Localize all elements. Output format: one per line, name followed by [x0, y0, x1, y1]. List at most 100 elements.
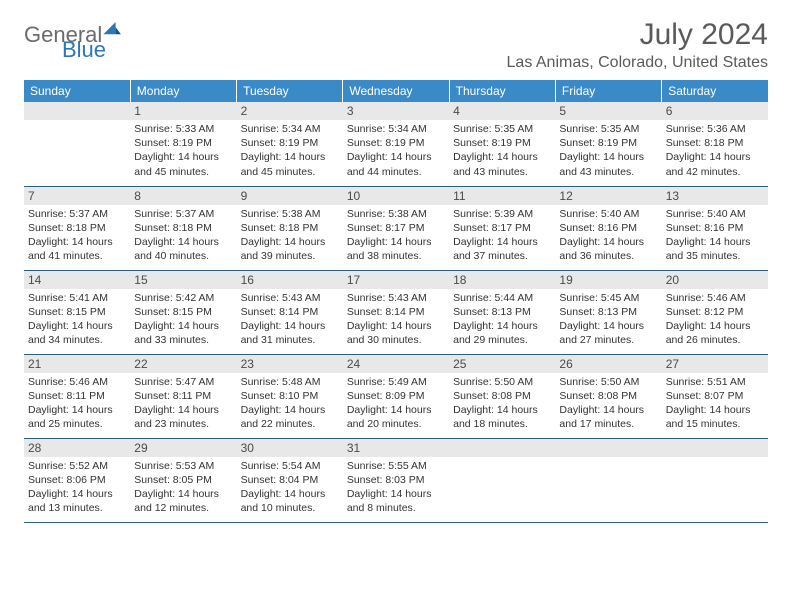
day-details: Sunrise: 5:46 AMSunset: 8:12 PMDaylight:… [666, 291, 764, 348]
weekday-header: Saturday [662, 80, 768, 102]
day-number-empty [24, 102, 130, 120]
calendar-day-cell: 17Sunrise: 5:43 AMSunset: 8:14 PMDayligh… [343, 270, 449, 354]
day-details: Sunrise: 5:38 AMSunset: 8:18 PMDaylight:… [241, 207, 339, 264]
day-number: 5 [555, 102, 661, 120]
calendar-day-cell: 4 Sunrise: 5:35 AMSunset: 8:19 PMDaylight… [449, 102, 555, 186]
calendar-day-cell: 7Sunrise: 5:37 AMSunset: 8:18 PMDaylight… [24, 186, 130, 270]
calendar-day-cell: 10 Sunrise: 5:38 AMSunset: 8:17 PMDayligh… [343, 186, 449, 270]
calendar-day-cell: 25 Sunrise: 5:50 AMSunset: 8:08 PMDayligh… [449, 354, 555, 438]
day-details: Sunrise: 5:47 AMSunset: 8:11 PMDaylight:… [134, 375, 232, 432]
day-number: 23 [237, 355, 343, 373]
day-details: Sunrise: 5:44 AMSunset: 8:13 PMDaylight:… [453, 291, 551, 348]
weekday-header: Sunday [24, 80, 130, 102]
day-number: 7 [24, 187, 130, 205]
brand-text-blue: Blue [62, 40, 123, 61]
day-number: 22 [130, 355, 236, 373]
day-number: 6 [662, 102, 768, 120]
day-details: Sunrise: 5:42 AMSunset: 8:15 PMDaylight:… [134, 291, 232, 348]
calendar-day-cell: 11Sunrise: 5:39 AMSunset: 8:17 PMDayligh… [449, 186, 555, 270]
day-number: 25 [449, 355, 555, 373]
day-details: Sunrise: 5:41 AMSunset: 8:15 PMDaylight:… [28, 291, 126, 348]
day-details: Sunrise: 5:48 AMSunset: 8:10 PMDaylight:… [241, 375, 339, 432]
calendar-day-cell [555, 438, 661, 522]
calendar-day-cell: 29 Sunrise: 5:53 AMSunset: 8:05 PMDayligh… [130, 438, 236, 522]
day-number: 3 [343, 102, 449, 120]
day-number: 13 [662, 187, 768, 205]
day-number: 16 [237, 271, 343, 289]
calendar-day-cell: 20Sunrise: 5:46 AMSunset: 8:12 PMDayligh… [662, 270, 768, 354]
day-number-empty [449, 439, 555, 457]
day-number: 28 [24, 439, 130, 457]
location-text: Las Animas, Colorado, United States [507, 54, 768, 72]
day-details: Sunrise: 5:49 AMSunset: 8:09 PMDaylight:… [347, 375, 445, 432]
day-number: 21 [24, 355, 130, 373]
calendar-day-cell: 5 Sunrise: 5:35 AMSunset: 8:19 PMDaylight… [555, 102, 661, 186]
day-details: Sunrise: 5:46 AMSunset: 8:11 PMDaylight:… [28, 375, 126, 432]
calendar-day-cell: 22 Sunrise: 5:47 AMSunset: 8:11 PMDayligh… [130, 354, 236, 438]
day-number: 26 [555, 355, 661, 373]
calendar-day-cell [24, 102, 130, 186]
weekday-header: Tuesday [237, 80, 343, 102]
day-details: Sunrise: 5:43 AMSunset: 8:14 PMDaylight:… [241, 291, 339, 348]
calendar-week-row: 7Sunrise: 5:37 AMSunset: 8:18 PMDaylight… [24, 186, 768, 270]
day-details: Sunrise: 5:35 AMSunset: 8:19 PMDaylight:… [453, 122, 551, 179]
weekday-header: Wednesday [343, 80, 449, 102]
day-number-empty [555, 439, 661, 457]
day-number-empty [662, 439, 768, 457]
day-number: 4 [449, 102, 555, 120]
calendar-day-cell: 16 Sunrise: 5:43 AMSunset: 8:14 PMDayligh… [237, 270, 343, 354]
calendar-day-cell: 19Sunrise: 5:45 AMSunset: 8:13 PMDayligh… [555, 270, 661, 354]
day-details: Sunrise: 5:36 AMSunset: 8:18 PMDaylight:… [666, 122, 764, 179]
day-number: 9 [237, 187, 343, 205]
day-details: Sunrise: 5:51 AMSunset: 8:07 PMDaylight:… [666, 375, 764, 432]
day-details: Sunrise: 5:35 AMSunset: 8:19 PMDaylight:… [559, 122, 657, 179]
day-number: 29 [130, 439, 236, 457]
day-details: Sunrise: 5:53 AMSunset: 8:05 PMDaylight:… [134, 459, 232, 516]
calendar-day-cell: 6 Sunrise: 5:36 AMSunset: 8:18 PMDaylight… [662, 102, 768, 186]
calendar-day-cell: 21 Sunrise: 5:46 AMSunset: 8:11 PMDayligh… [24, 354, 130, 438]
day-details: Sunrise: 5:34 AMSunset: 8:19 PMDaylight:… [241, 122, 339, 179]
day-number: 15 [130, 271, 236, 289]
weekday-header: Friday [555, 80, 661, 102]
calendar-table: SundayMondayTuesdayWednesdayThursdayFrid… [24, 80, 768, 523]
calendar-week-row: 28 Sunrise: 5:52 AMSunset: 8:06 PMDayligh… [24, 438, 768, 522]
day-number: 11 [449, 187, 555, 205]
day-details: Sunrise: 5:40 AMSunset: 8:16 PMDaylight:… [559, 207, 657, 264]
weekday-header: Monday [130, 80, 236, 102]
day-details: Sunrise: 5:54 AMSunset: 8:04 PMDaylight:… [241, 459, 339, 516]
day-number: 2 [237, 102, 343, 120]
calendar-day-cell: 8 Sunrise: 5:37 AMSunset: 8:18 PMDaylight… [130, 186, 236, 270]
calendar-week-row: 21 Sunrise: 5:46 AMSunset: 8:11 PMDayligh… [24, 354, 768, 438]
calendar-day-cell: 3Sunrise: 5:34 AMSunset: 8:19 PMDaylight… [343, 102, 449, 186]
day-details: Sunrise: 5:37 AMSunset: 8:18 PMDaylight:… [134, 207, 232, 264]
day-details: Sunrise: 5:38 AMSunset: 8:17 PMDaylight:… [347, 207, 445, 264]
brand-logo: GeneralBlue [24, 22, 123, 61]
calendar-day-cell: 12Sunrise: 5:40 AMSunset: 8:16 PMDayligh… [555, 186, 661, 270]
calendar-week-row: 1 Sunrise: 5:33 AMSunset: 8:19 PMDaylight… [24, 102, 768, 186]
calendar-day-cell: 30Sunrise: 5:54 AMSunset: 8:04 PMDayligh… [237, 438, 343, 522]
day-number: 27 [662, 355, 768, 373]
day-number: 18 [449, 271, 555, 289]
calendar-day-cell: 15 Sunrise: 5:42 AMSunset: 8:15 PMDayligh… [130, 270, 236, 354]
day-number: 24 [343, 355, 449, 373]
day-number: 19 [555, 271, 661, 289]
calendar-day-cell: 27 Sunrise: 5:51 AMSunset: 8:07 PMDayligh… [662, 354, 768, 438]
day-number: 31 [343, 439, 449, 457]
day-details: Sunrise: 5:33 AMSunset: 8:19 PMDaylight:… [134, 122, 232, 179]
calendar-day-cell: 14Sunrise: 5:41 AMSunset: 8:15 PMDayligh… [24, 270, 130, 354]
day-details: Sunrise: 5:50 AMSunset: 8:08 PMDaylight:… [559, 375, 657, 432]
calendar-day-cell: 28 Sunrise: 5:52 AMSunset: 8:06 PMDayligh… [24, 438, 130, 522]
weekday-header-row: SundayMondayTuesdayWednesdayThursdayFrid… [24, 80, 768, 102]
day-details: Sunrise: 5:52 AMSunset: 8:06 PMDaylight:… [28, 459, 126, 516]
calendar-day-cell [449, 438, 555, 522]
calendar-day-cell [662, 438, 768, 522]
day-details: Sunrise: 5:43 AMSunset: 8:14 PMDaylight:… [347, 291, 445, 348]
day-number: 1 [130, 102, 236, 120]
day-number: 8 [130, 187, 236, 205]
day-number: 10 [343, 187, 449, 205]
weekday-header: Thursday [449, 80, 555, 102]
calendar-day-cell: 24 Sunrise: 5:49 AMSunset: 8:09 PMDayligh… [343, 354, 449, 438]
day-details: Sunrise: 5:50 AMSunset: 8:08 PMDaylight:… [453, 375, 551, 432]
calendar-day-cell: 13Sunrise: 5:40 AMSunset: 8:16 PMDayligh… [662, 186, 768, 270]
calendar-day-cell: 1 Sunrise: 5:33 AMSunset: 8:19 PMDaylight… [130, 102, 236, 186]
